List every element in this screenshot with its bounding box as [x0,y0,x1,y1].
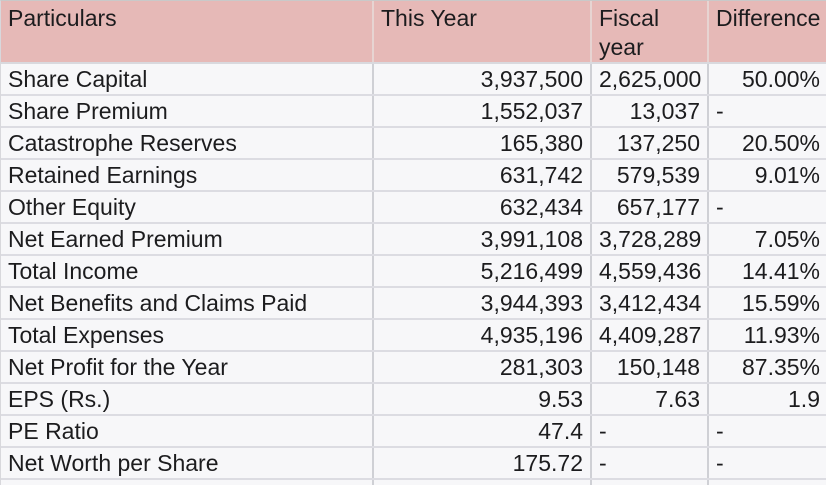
table-row: Share Capital 3,937,500 2,625,000 50.00% [1,63,826,96]
table-row: PE Ratio 47.4- - [1,415,826,448]
difference-cell: 50.00% [708,63,826,96]
fiscal-year-cell: 3,412,434 [591,287,709,320]
this-year-cell: 3,937,500 [373,63,592,96]
table-row: Net Profit for the Year 281,303 150,148 87.… [1,351,826,384]
table-row: Catastrophe Reserves 165,380 137,250 20.50% [1,127,826,160]
fiscal-year-cell: 13,037 [591,95,709,128]
table-row: EPS (Rs.) 9.53 7.63 1.9 [1,383,826,416]
this-year-cell: 9.53 [373,383,592,416]
header-row: Particulars This Year Fiscal year Differ… [1,1,826,64]
table-body: Share Capital 3,937,500 2,625,000 50.00% Sha… [1,63,826,485]
difference-cell: - [708,415,826,448]
fiscal-year-cell: 2,625,000 [591,63,709,96]
particulars-cell: Net Worth per Share [1,447,374,480]
table-row: Net Benefits and Claims Paid 3,944,393 3,4… [1,287,826,320]
empty-cell [591,479,709,485]
particulars-cell: EPS (Rs.) [1,383,374,416]
this-year-cell: 175.72 [373,447,592,480]
particulars-cell: Catastrophe Reserves [1,127,374,160]
this-year-cell: 47.4 [373,415,592,448]
difference-cell: 15.59% [708,287,826,320]
fiscal-year-cell: 137,250 [591,127,709,160]
fiscal-year-cell: 579,539 [591,159,709,192]
fiscal-year-cell: - [591,415,709,448]
difference-cell: 87.35% [708,351,826,384]
this-year-cell: 281,303 [373,351,592,384]
empty-cell [708,479,826,485]
empty-cell [1,479,374,485]
particulars-cell: Net Profit for the Year [1,351,374,384]
table-row: Net Worth per Share 175.72- - [1,447,826,480]
this-year-cell: 632,434 [373,191,592,224]
this-year-cell: 165,380 [373,127,592,160]
table-row: Share Premium 1,552,037 13,037- [1,95,826,128]
difference-cell: - [708,191,826,224]
this-year-cell: 5,216,499 [373,255,592,288]
header-particulars: Particulars [1,1,374,64]
table-row: Total Income 5,216,499 4,559,436 14.41% [1,255,826,288]
table-row: Total Expenses 4,935,196 4,409,287 11.93% [1,319,826,352]
fiscal-year-cell: 7.63 [591,383,709,416]
particulars-cell: PE Ratio [1,415,374,448]
this-year-cell: 1,552,037 [373,95,592,128]
difference-cell: 20.50% [708,127,826,160]
particulars-cell: Net Benefits and Claims Paid [1,287,374,320]
difference-cell: - [708,447,826,480]
difference-cell: 11.93% [708,319,826,352]
particulars-cell: Other Equity [1,191,374,224]
table-header: Particulars This Year Fiscal year Differ… [1,1,826,64]
particulars-cell: Total Income [1,255,374,288]
particulars-cell: Share Capital [1,63,374,96]
table-row: Other Equity 632,434 657,177- [1,191,826,224]
difference-cell: - [708,95,826,128]
particulars-cell: Share Premium [1,95,374,128]
empty-cell [373,479,592,485]
fiscal-year-cell: 150,148 [591,351,709,384]
fiscal-year-cell: 657,177 [591,191,709,224]
header-difference: Difference [708,1,826,64]
table-row: Retained Earnings 631,742 579,539 9.01% [1,159,826,192]
header-this-year: This Year [373,1,592,64]
difference-cell: 1.9 [708,383,826,416]
fiscal-year-cell: 4,409,287 [591,319,709,352]
fiscal-year-cell: - [591,447,709,480]
particulars-cell: Net Earned Premium [1,223,374,256]
this-year-cell: 4,935,196 [373,319,592,352]
this-year-cell: 3,944,393 [373,287,592,320]
difference-cell: 7.05% [708,223,826,256]
fiscal-year-cell: 4,559,436 [591,255,709,288]
difference-cell: 9.01% [708,159,826,192]
fiscal-year-cell: 3,728,289 [591,223,709,256]
this-year-cell: 631,742 [373,159,592,192]
particulars-cell: Retained Earnings [1,159,374,192]
particulars-cell: Total Expenses [1,319,374,352]
partial-row [1,479,826,485]
header-fiscal-year: Fiscal year [591,1,709,64]
this-year-cell: 3,991,108 [373,223,592,256]
difference-cell: 14.41% [708,255,826,288]
table-row: Net Earned Premium 3,991,108 3,728,289 7.05… [1,223,826,256]
